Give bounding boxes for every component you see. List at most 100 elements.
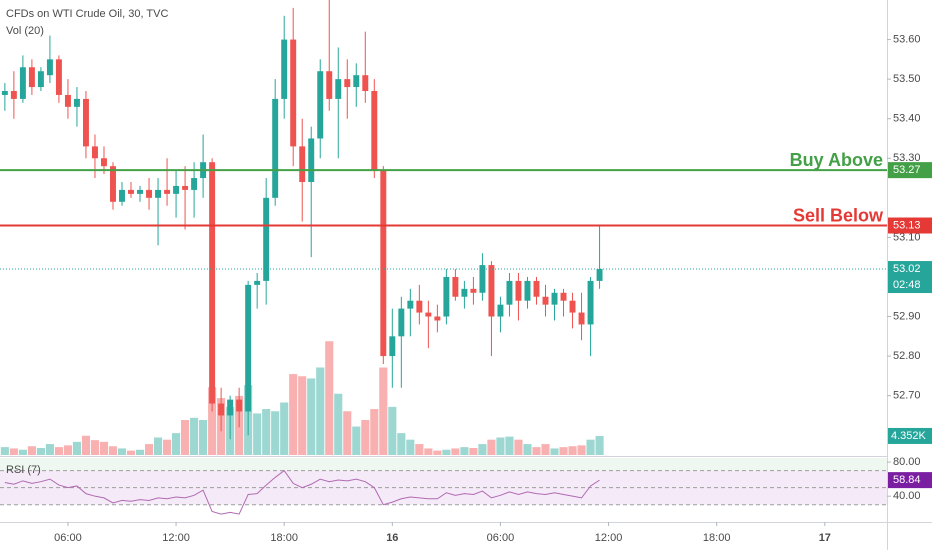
volume-bar <box>559 447 568 455</box>
volume-bar <box>505 436 514 455</box>
candle-body <box>46 59 53 76</box>
volume-bar <box>532 447 541 455</box>
x-tick-label: 18:00 <box>703 532 731 544</box>
volume-bar <box>361 420 370 455</box>
volume-bar <box>190 417 199 455</box>
candle-body <box>461 288 468 297</box>
candle-body <box>227 399 234 416</box>
volume-bar <box>144 444 154 455</box>
candle-body <box>560 292 567 301</box>
volume-bar <box>514 439 523 455</box>
volume-bar <box>99 441 109 455</box>
x-tick-label: 17 <box>819 532 831 544</box>
x-tick-label: 12:00 <box>595 532 623 544</box>
candle-body <box>290 39 297 147</box>
candle-body <box>155 189 162 198</box>
candle-body <box>569 300 576 313</box>
volume-bar <box>280 402 289 455</box>
volume-bar <box>126 450 136 455</box>
volume-bar <box>153 437 163 455</box>
candle-body <box>254 280 261 285</box>
candle-body <box>524 280 531 301</box>
y-tick-label: 53.60 <box>893 33 921 45</box>
candle-body <box>371 91 378 171</box>
candle-body <box>488 265 495 317</box>
volume-bar <box>0 447 9 455</box>
volume-layer <box>0 341 604 455</box>
volume-bar <box>487 439 496 455</box>
volume-bar <box>424 448 433 455</box>
rsi-line <box>4 469 600 515</box>
level-price: 53.27 <box>893 164 921 176</box>
volume-bar <box>433 450 442 455</box>
volume-last-box <box>888 427 932 444</box>
candle-body <box>443 276 450 317</box>
candle-body <box>542 296 549 305</box>
volume-bar <box>90 440 100 455</box>
rsi-upper-zone <box>0 458 887 471</box>
candle-body <box>55 59 62 95</box>
x-tick-label: 16 <box>386 532 398 544</box>
volume-bar <box>117 448 127 455</box>
volume-bar <box>568 446 577 455</box>
candles-layer <box>0 0 887 515</box>
volume-bar <box>388 406 397 455</box>
volume-bar <box>316 367 325 455</box>
volume-label: Vol (20) <box>6 25 44 37</box>
candle-body <box>10 91 17 99</box>
y-tick-label: 52.70 <box>893 390 921 402</box>
y-tick-label: 52.90 <box>893 310 921 322</box>
volume-bar <box>72 441 82 455</box>
volume-bar <box>262 409 271 455</box>
candle-body <box>19 67 26 99</box>
volume-bar <box>595 435 604 455</box>
candle-body <box>137 189 143 194</box>
candle-body <box>119 189 125 202</box>
candle-body <box>82 98 89 147</box>
volume-bar <box>181 420 190 455</box>
candle-body <box>64 94 71 107</box>
level-price-box <box>888 217 932 234</box>
candle-body <box>281 39 288 99</box>
candle-body <box>479 265 486 293</box>
candle-body <box>73 98 80 107</box>
candle-body <box>344 79 351 88</box>
x-tick-label: 06:00 <box>487 532 515 544</box>
candle-body <box>91 146 98 159</box>
last-price-box <box>888 261 932 294</box>
labels-layer: 52.70 52.80 52.90 53.10 53.30 53.40 53.50 53.60… <box>54 33 932 544</box>
volume-bar <box>496 437 505 455</box>
rsi-tick-label: 40.00 <box>893 490 921 502</box>
volume-bar <box>36 448 45 455</box>
candle-body <box>101 158 107 167</box>
level-label: Buy Above <box>790 150 883 170</box>
volume-bar <box>550 448 559 455</box>
candle-body <box>245 284 252 412</box>
volume-bar <box>163 439 172 455</box>
volume-bar <box>108 446 118 455</box>
volume-bar <box>406 439 415 455</box>
last-price: 53.02 <box>893 263 921 275</box>
candle-body <box>353 75 360 88</box>
candle-body <box>533 280 540 297</box>
volume-bar <box>208 387 217 455</box>
candle-body <box>434 316 441 321</box>
volume-bar <box>27 446 36 455</box>
candle-body <box>335 79 342 99</box>
candle-body <box>263 197 270 281</box>
volume-bar <box>271 411 280 455</box>
candle-body <box>389 336 396 357</box>
candle-body <box>308 138 315 182</box>
countdown: 02:48 <box>893 279 921 291</box>
candle-body <box>218 403 225 416</box>
chart-title: CFDs on WTI Crude Oil, 30, TVC <box>6 8 168 20</box>
y-tick-label: 53.40 <box>893 113 921 125</box>
volume-bar <box>343 411 352 455</box>
candle-body <box>380 170 387 357</box>
rsi-last-box <box>888 472 932 489</box>
candle-body <box>37 71 44 88</box>
y-tick-label: 53.50 <box>893 73 921 85</box>
volume-bar <box>577 445 586 455</box>
volume-bar <box>325 341 334 455</box>
